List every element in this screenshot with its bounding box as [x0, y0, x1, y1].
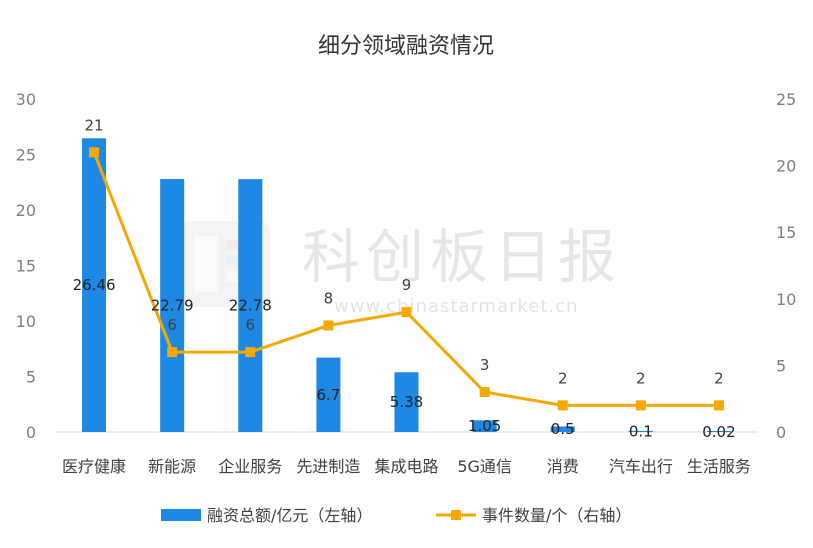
y-left-tick-label: 10 [16, 312, 36, 331]
legend-item-bar[interactable]: 融资总额/亿元（左轴） [161, 506, 372, 525]
y-right-tick-label: 10 [776, 290, 796, 309]
line-point [557, 400, 568, 411]
legend-bar-label: 融资总额/亿元（左轴） [207, 506, 372, 525]
legend-item-line[interactable]: 事件数量/个（右轴） [436, 506, 631, 525]
bar-series [82, 138, 731, 432]
bar [550, 426, 575, 432]
line-series [89, 147, 724, 411]
y-right-tick-label: 0 [776, 423, 786, 442]
y-right-tick-label: 15 [776, 223, 796, 242]
line-point [167, 347, 178, 358]
bar-value-label: 6.7 [316, 386, 340, 404]
bar [472, 420, 497, 432]
bar [706, 431, 731, 432]
x-category-label: 生活服务 [687, 457, 751, 476]
data-labels: 26.46 22.79 22.78 6.7 5.38 1.05 0.5 0.1 0.02 21 6 6… [73, 116, 736, 441]
line-point [89, 147, 100, 158]
bar [238, 179, 263, 432]
line-value-label: 21 [85, 116, 104, 134]
bar-value-label: 0.02 [702, 423, 735, 441]
bar [394, 372, 419, 432]
chart-title: 细分领域融资情况 [318, 34, 494, 59]
line-point [323, 320, 334, 331]
watermark-name: 科创板日报 [302, 223, 622, 291]
line-value-label: 3 [480, 356, 490, 374]
bar-value-label: 26.46 [73, 276, 116, 294]
x-category-label: 5G通信 [457, 457, 512, 476]
x-category-label: 企业服务 [218, 457, 282, 476]
x-category-label: 汽车出行 [609, 457, 673, 476]
y-left-tick-label: 30 [16, 90, 36, 109]
legend-line-marker [451, 510, 461, 520]
bar-value-label: 0.1 [629, 422, 653, 440]
bar-value-label: 0.5 [551, 420, 575, 438]
bar [628, 430, 653, 432]
bar [160, 179, 185, 432]
y-right-tick-label: 20 [776, 157, 796, 176]
y-right-tick-label: 25 [776, 90, 796, 109]
line-point [635, 400, 646, 411]
x-category-label: 新能源 [148, 457, 196, 476]
bar [316, 357, 341, 432]
line-value-label: 6 [167, 316, 177, 334]
legend-line-label: 事件数量/个（右轴） [482, 506, 631, 525]
legend: 融资总额/亿元（左轴） 事件数量/个（右轴） [161, 506, 631, 525]
x-category-label: 集成电路 [374, 457, 438, 476]
watermark-url: www.chinastarmarket.cn [334, 296, 578, 317]
y-left-tick-label: 25 [16, 146, 36, 165]
bar-value-label: 1.05 [468, 417, 501, 435]
line-point [401, 307, 412, 318]
legend-bar-swatch [161, 509, 201, 521]
line-value-label: 2 [714, 369, 724, 387]
y-right-tick-label: 5 [776, 356, 786, 375]
line-value-label: 9 [402, 276, 412, 294]
bar-value-label: 22.79 [151, 297, 194, 315]
line-value-label: 6 [246, 316, 256, 334]
bar-value-label: 22.78 [229, 297, 272, 315]
x-category-label: 消费 [547, 457, 579, 476]
line-point [245, 347, 256, 358]
y-left-tick-label: 0 [26, 423, 36, 442]
line-value-label: 8 [324, 289, 334, 307]
bar-value-label: 5.38 [390, 393, 423, 411]
y-left-tick-label: 20 [16, 201, 36, 220]
x-category-label: 先进制造 [296, 457, 360, 476]
line-value-label: 2 [558, 369, 568, 387]
y-left-tick-label: 15 [16, 257, 36, 276]
x-category-label: 医疗健康 [62, 457, 126, 476]
line-value-label: 2 [636, 369, 646, 387]
line-point [713, 400, 724, 411]
bar [82, 138, 107, 432]
y-left-tick-label: 5 [26, 368, 36, 387]
line-point [479, 387, 490, 398]
